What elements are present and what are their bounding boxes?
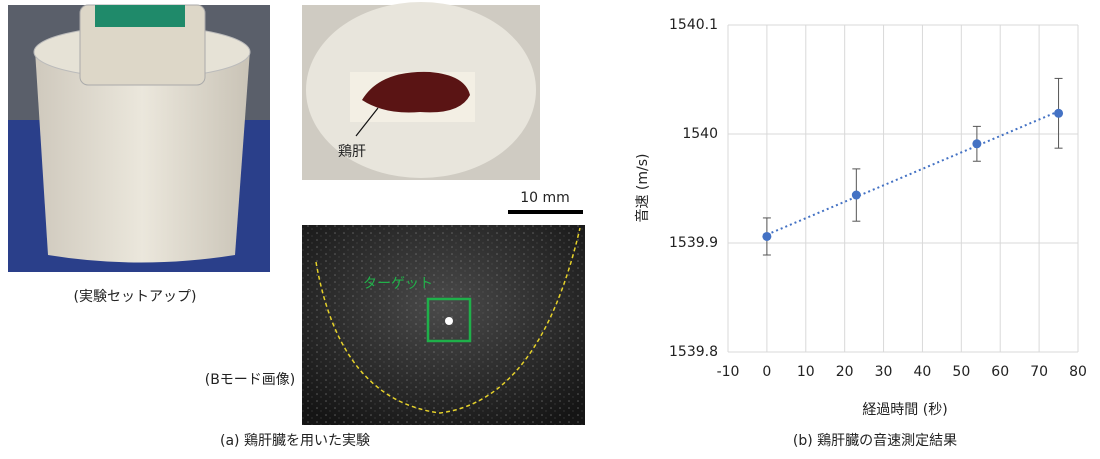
y-tick-label: 1539.8	[669, 344, 718, 360]
bmode-image	[302, 225, 585, 425]
point	[852, 191, 861, 200]
target-label: ターゲット	[363, 276, 433, 292]
x-tick-label: 60	[991, 364, 1009, 380]
y-axis-title: 音速 (m/s)	[634, 153, 651, 222]
scale-bar	[508, 210, 583, 214]
y-tick-label: 1540.1	[669, 17, 718, 33]
setup-photo	[8, 5, 270, 272]
y-tick-label: 1539.9	[669, 235, 718, 251]
point	[762, 232, 771, 241]
x-tick-label: 50	[952, 364, 970, 380]
x-tick-label: -10	[717, 364, 740, 380]
x-tick-label: 80	[1069, 364, 1087, 380]
x-tick-label: 40	[914, 364, 932, 380]
x-axis-title: 経過時間 (秒)	[862, 402, 947, 418]
caption-b: (b) 鶏肝臓の音速測定結果	[793, 432, 957, 449]
liver-label: 鶏肝	[338, 144, 366, 160]
caption-a: (a) 鶏肝臓を用いた実験	[220, 433, 370, 449]
figure: (実験セットアップ) 鶏肝 10 mm ターゲット (Bモード画像) (a) 鶏…	[0, 0, 1100, 459]
point	[972, 139, 981, 148]
setup-label: (実験セットアップ)	[74, 289, 197, 305]
trendline	[767, 111, 1059, 234]
x-tick-label: 30	[875, 364, 893, 380]
scale-label: 10 mm	[520, 190, 570, 206]
x-tick-label: 0	[762, 364, 771, 380]
point	[1054, 109, 1063, 118]
x-tick-label: 20	[836, 364, 854, 380]
bmode-label: (Bモード画像)	[205, 372, 296, 388]
y-tick-label: 1540	[682, 126, 718, 142]
x-tick-label: 70	[1030, 364, 1048, 380]
chart: 経過時間 (秒) 音速 (m/s) (b) 鶏肝臓の音速測定結果	[634, 153, 957, 449]
x-tick-label: 10	[797, 364, 815, 380]
